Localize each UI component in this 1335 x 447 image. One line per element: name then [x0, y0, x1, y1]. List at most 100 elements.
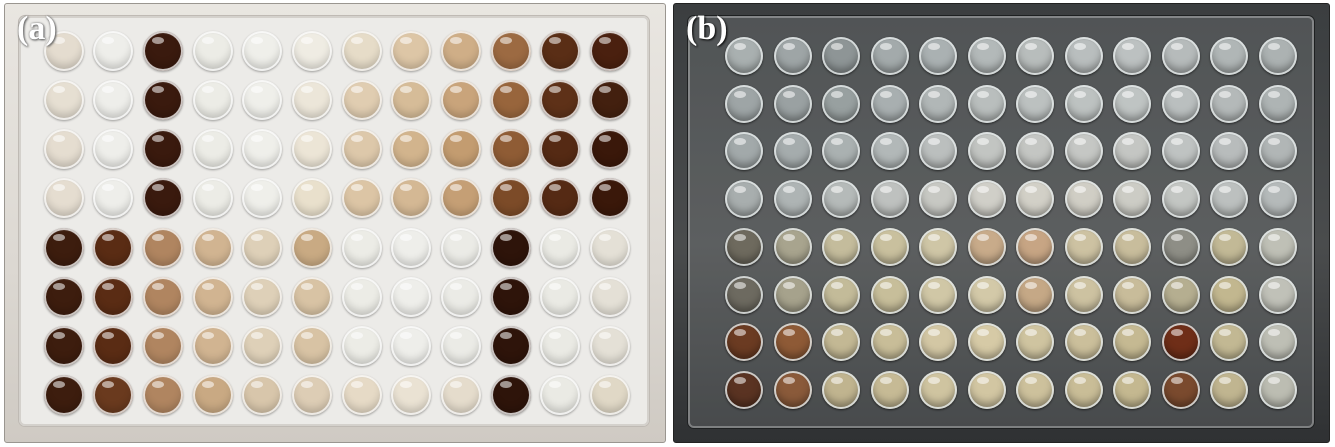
well — [43, 375, 84, 416]
well — [1016, 36, 1055, 75]
well — [341, 227, 382, 268]
well — [490, 30, 531, 71]
well — [590, 129, 631, 170]
well — [1210, 180, 1249, 219]
well — [391, 79, 432, 120]
well — [1064, 371, 1103, 410]
well — [1161, 84, 1200, 123]
well — [1016, 180, 1055, 219]
well — [540, 276, 581, 317]
well — [441, 227, 482, 268]
well — [292, 326, 333, 367]
well — [773, 275, 812, 314]
well — [192, 178, 233, 219]
well — [822, 180, 861, 219]
well — [1113, 180, 1152, 219]
well — [192, 30, 233, 71]
well — [93, 227, 134, 268]
well — [1064, 36, 1103, 75]
well — [725, 371, 764, 410]
well — [1161, 36, 1200, 75]
well — [292, 276, 333, 317]
well — [773, 371, 812, 410]
well — [93, 276, 134, 317]
well — [341, 30, 382, 71]
well — [1258, 227, 1297, 266]
well — [341, 375, 382, 416]
well — [93, 326, 134, 367]
well — [43, 30, 84, 71]
well — [490, 276, 531, 317]
well-grid-a — [39, 26, 635, 420]
well — [1210, 132, 1249, 171]
well — [540, 178, 581, 219]
well — [1210, 371, 1249, 410]
well — [1210, 84, 1249, 123]
well — [919, 227, 958, 266]
well — [590, 227, 631, 268]
well — [967, 227, 1006, 266]
well — [1064, 132, 1103, 171]
well — [773, 227, 812, 266]
well — [967, 371, 1006, 410]
well — [490, 375, 531, 416]
well — [870, 275, 909, 314]
well — [590, 276, 631, 317]
well — [540, 79, 581, 120]
well — [1258, 36, 1297, 75]
well — [93, 79, 134, 120]
well — [192, 326, 233, 367]
well — [1016, 275, 1055, 314]
well — [919, 36, 958, 75]
well — [192, 276, 233, 317]
well — [822, 227, 861, 266]
well — [1064, 227, 1103, 266]
well — [540, 326, 581, 367]
well — [441, 79, 482, 120]
well — [725, 132, 764, 171]
well — [1210, 323, 1249, 362]
well — [870, 323, 909, 362]
well — [192, 129, 233, 170]
well — [967, 180, 1006, 219]
well — [242, 227, 283, 268]
well — [441, 30, 482, 71]
panel-label-b: (b) — [686, 10, 728, 47]
well — [43, 79, 84, 120]
well — [725, 36, 764, 75]
well — [540, 375, 581, 416]
well — [391, 129, 432, 170]
well — [143, 79, 184, 120]
well — [341, 129, 382, 170]
well — [1258, 275, 1297, 314]
well — [1113, 84, 1152, 123]
well — [1016, 84, 1055, 123]
well — [490, 129, 531, 170]
well — [391, 276, 432, 317]
well — [341, 79, 382, 120]
well — [242, 375, 283, 416]
well — [967, 323, 1006, 362]
well — [192, 79, 233, 120]
well — [919, 84, 958, 123]
well — [919, 180, 958, 219]
well — [773, 180, 812, 219]
well — [1258, 180, 1297, 219]
well — [93, 30, 134, 71]
well — [292, 79, 333, 120]
well — [1258, 132, 1297, 171]
well — [773, 36, 812, 75]
well — [1113, 275, 1152, 314]
well — [242, 79, 283, 120]
well — [725, 227, 764, 266]
well — [822, 371, 861, 410]
plate-photo-a: (a) — [4, 3, 666, 443]
well — [590, 79, 631, 120]
well — [540, 129, 581, 170]
well — [822, 36, 861, 75]
well — [1064, 180, 1103, 219]
well — [43, 129, 84, 170]
well — [773, 132, 812, 171]
well — [1064, 323, 1103, 362]
well — [242, 129, 283, 170]
